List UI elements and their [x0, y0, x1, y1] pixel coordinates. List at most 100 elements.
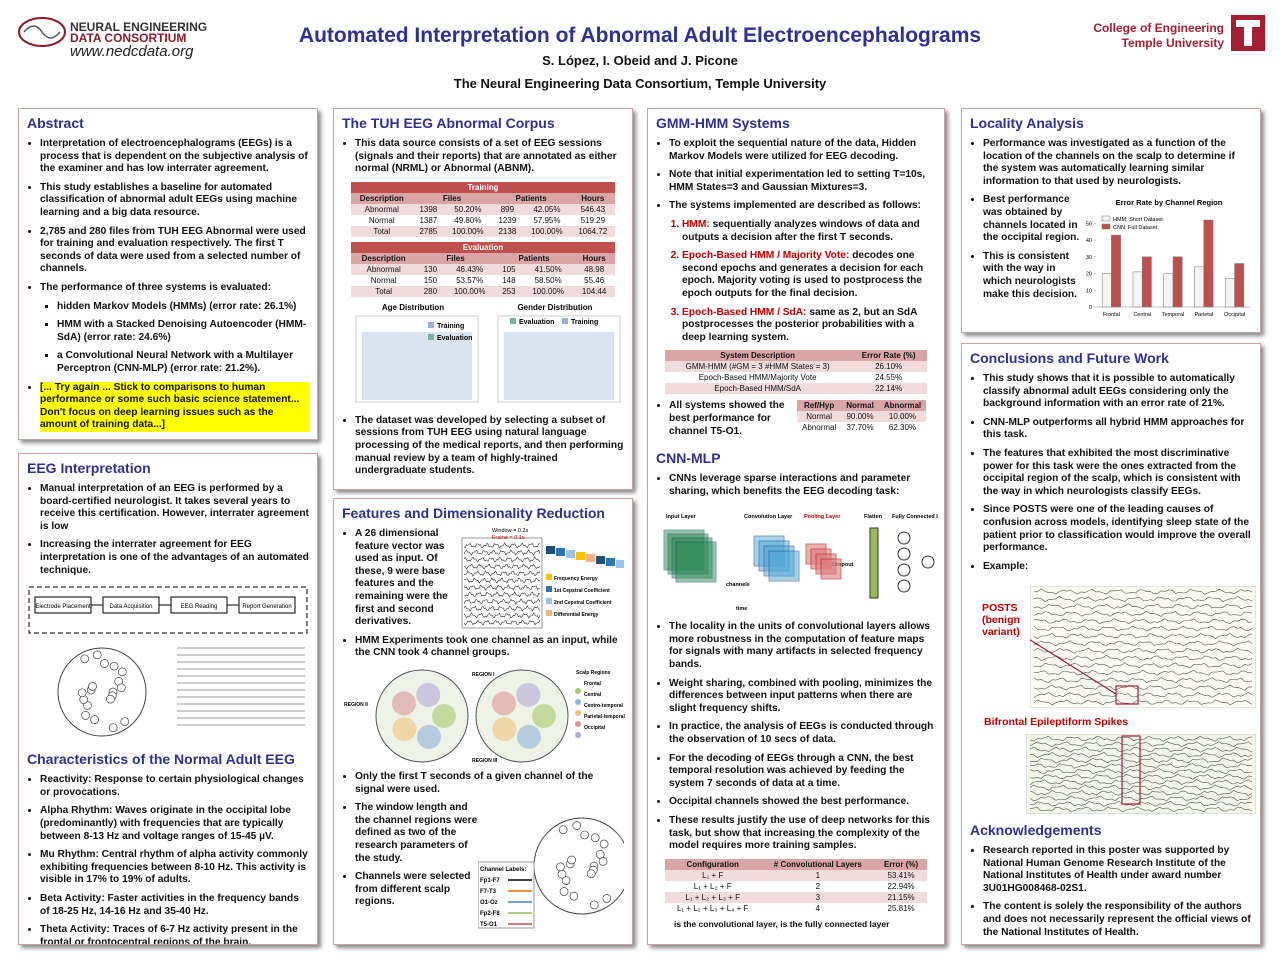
flow-label: EEG Reading	[181, 604, 218, 610]
table-cell: 22.94%	[887, 881, 915, 891]
electrode	[598, 857, 608, 866]
feature-label: Frequency Energy	[554, 576, 598, 582]
y-tick-label: 30	[1086, 255, 1092, 261]
eeg-trace	[463, 598, 541, 605]
region-label: REGION II	[344, 702, 369, 708]
bullet: Note that initial experimentation led to…	[669, 169, 936, 194]
section-title: Abstract	[27, 115, 84, 131]
channel-label: T5-O1	[480, 922, 498, 928]
electrode	[90, 715, 99, 725]
feature-label: 2nd Cepstral Coefficient	[554, 600, 612, 606]
table-cell: 49.80%	[454, 215, 482, 225]
legend-label: Central	[584, 692, 602, 698]
table-cell: L₁ + L₂ + L₃ + L₄ + F	[676, 903, 749, 913]
bar	[1132, 271, 1143, 308]
y-tick-label: 20	[1086, 272, 1092, 278]
eeg-trace	[463, 619, 541, 626]
eeg-trace	[463, 605, 541, 612]
bullet: This study establishes a baseline for au…	[40, 182, 309, 220]
table-cell: 4	[815, 903, 821, 913]
bullet-list: [... Try again ... Stick to comparisons …	[27, 381, 309, 432]
table-cell: Abnormal	[802, 423, 837, 433]
evaluation-table: Evaluation Description Files Patients Hours A…	[351, 241, 615, 297]
bullet: Alpha Rhythm: Waves originate in the occ…	[40, 805, 309, 843]
bullet-list: Only the first T seconds of a given chan…	[342, 771, 624, 796]
bar	[1111, 234, 1121, 308]
header-cell: System Description	[665, 350, 851, 362]
bar	[1225, 278, 1235, 308]
electrode	[117, 667, 127, 677]
channel-label: Fp1-F7	[480, 878, 500, 884]
eeg-trace	[1033, 677, 1253, 684]
bullet: This is consistent with the way in which…	[983, 251, 1083, 301]
bullet: hidden Markov Models (HMMs) (error rate:…	[57, 301, 309, 314]
header-row: Ref/Hyp Normal Abnormal	[797, 400, 927, 412]
legend-label: HMM, Short Dataset	[1113, 217, 1163, 223]
bullet-list: Interpretation of electroencephalograms …	[27, 138, 309, 295]
table-cell: Abnormal	[351, 263, 417, 275]
diagram-label: Input Layer	[666, 514, 697, 520]
bullet-list: HMM Experiments took one channel as an i…	[342, 635, 624, 660]
section-title: Characteristics of the Normal Adult EEG	[27, 751, 295, 768]
legend-swatch	[545, 598, 552, 604]
confusion-table: Ref/Hyp Normal Abnormal Normal 90.00% 10.00% A…	[797, 400, 927, 433]
eeg-trace	[1033, 603, 1253, 610]
eeg-trace	[1029, 752, 1253, 758]
electrode	[77, 688, 87, 698]
table-cell: Normal	[370, 275, 397, 285]
flatten	[869, 527, 879, 599]
legend-label: Occipital	[584, 725, 606, 731]
bullet-list: Manual interpretation of an EEG is perfo…	[27, 483, 309, 577]
eeg-trace	[1029, 746, 1253, 753]
table-cell: 2	[815, 881, 821, 891]
neuron	[897, 579, 911, 593]
y-tick-label: 50	[1086, 221, 1092, 227]
bar	[1101, 273, 1112, 308]
y-tick-label: 0	[1089, 305, 1092, 311]
table-cell: 1239	[498, 215, 517, 225]
region	[392, 717, 417, 742]
table-cell: 37.70%	[846, 423, 874, 433]
table-cell: 90.00%	[841, 411, 879, 423]
table-cell: Total	[351, 225, 413, 237]
table-row: Total 280 100.00% 253 100.00% 104.44	[351, 285, 615, 297]
diagram-label: Fully Connected Layer	[892, 514, 938, 520]
bullet-list: The locality in the units of convolution…	[656, 621, 936, 853]
plot-placeholder	[362, 331, 472, 400]
distribution-figures: Age Distribution Training Evaluation Gender…	[355, 303, 621, 403]
plot-placeholder	[504, 331, 614, 400]
table-cell: 57.95%	[533, 215, 561, 225]
eeg-trace	[1033, 691, 1253, 698]
section-title: Acknowledgements	[970, 822, 1102, 838]
channel-label: Channel Labels:	[480, 867, 526, 873]
table-row: Normal 90.00% 10.00%	[797, 411, 927, 423]
bullet: Occipital channels showed the best perfo…	[669, 796, 936, 809]
table-cell: 48.98	[573, 263, 615, 275]
note: [... Try again ... Stick to comparisons …	[40, 381, 309, 432]
bar	[1194, 266, 1205, 308]
bullet: This study shows that it is possible to …	[983, 373, 1252, 411]
item-lead: Epoch-Based HMM / Majority Vote:	[682, 250, 850, 262]
eeg-frame	[1030, 586, 1256, 708]
header-cell: Error (%)	[875, 858, 927, 870]
numbered-item: Epoch-Based HMM / SdA: same as 2, but an…	[682, 307, 936, 345]
conclusions-panel: Conclusions and Future Work This study s…	[961, 343, 1261, 945]
table-cell: 24.55%	[875, 373, 903, 383]
cnn-figure: Input Layer Convolution Layer Pooling Laye…	[663, 514, 944, 612]
electrode	[100, 659, 109, 669]
caption: is the convolutional layer, is the fully…	[674, 918, 890, 929]
table-cell: 100.00%	[444, 285, 495, 297]
chart: Error Rate by Channel Region 0 10 20 30 40 50 F…	[1086, 198, 1250, 318]
legend-swatch	[545, 574, 552, 580]
electrode	[120, 717, 130, 727]
eeg-trace	[1029, 790, 1253, 797]
bullet: Performance was investigated as a functi…	[983, 138, 1252, 188]
bullet: The dataset was developed by selecting a…	[355, 415, 624, 478]
bullet: HMM Experiments took one channel as an i…	[355, 635, 624, 660]
bullet-list: hidden Markov Models (HMMs) (error rate:…	[27, 301, 309, 376]
lab-name: DATA CONSORTIUM	[70, 31, 187, 45]
table-cell: 10.00%	[878, 411, 927, 423]
university: Temple University	[1121, 36, 1224, 50]
eeg-trace	[1029, 735, 1253, 742]
